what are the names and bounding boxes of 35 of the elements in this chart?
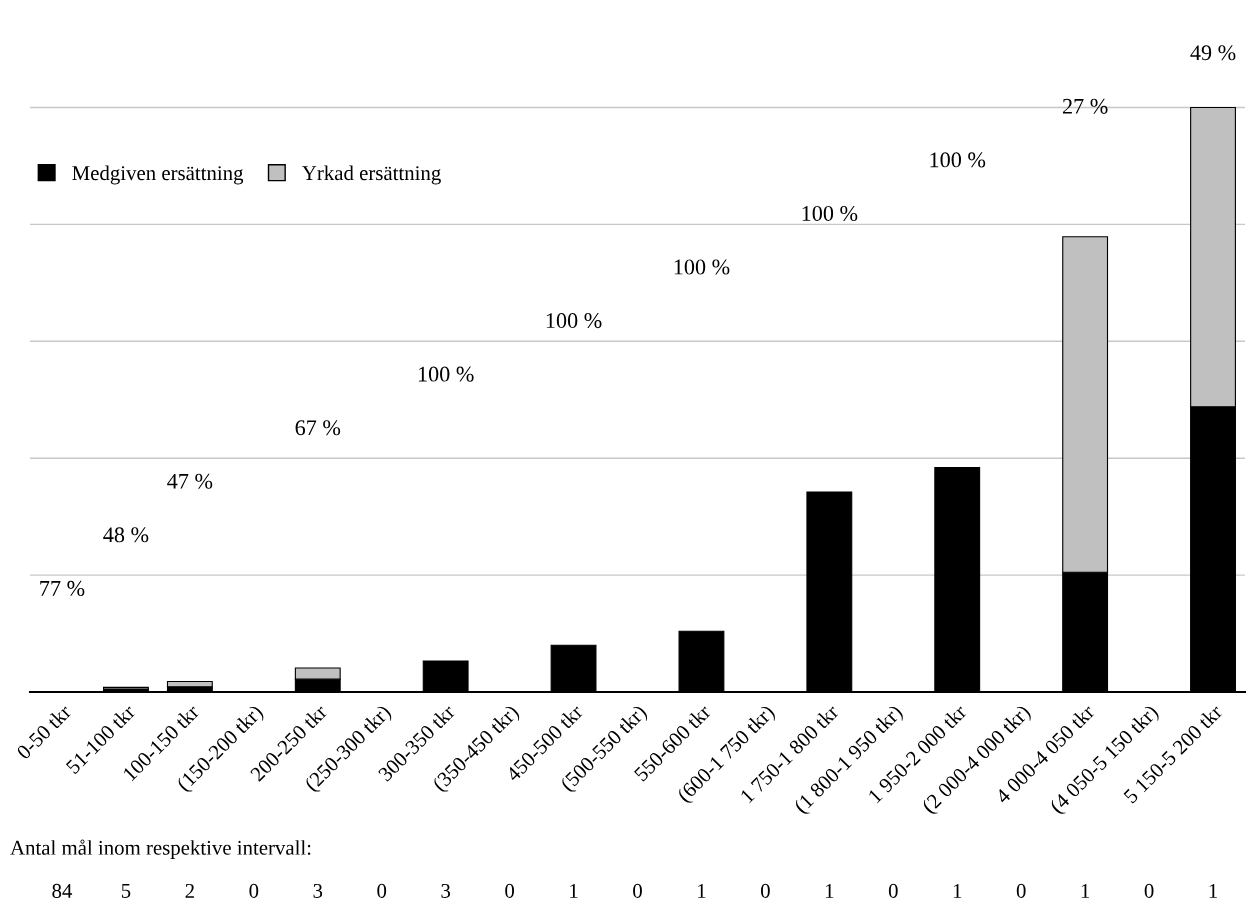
text: 1 (825, 883, 834, 898)
text: 2 (185, 883, 194, 898)
text: 3 (313, 883, 323, 898)
text: Antal mål inom respektive intervall: (10, 839, 311, 860)
text: 0 (633, 883, 642, 898)
text: 49 % (1190, 45, 1236, 61)
text: 0 (1016, 883, 1026, 898)
text: 1 (570, 883, 578, 898)
text: 1 (1081, 883, 1090, 898)
x-tick-label: 0-50 tkr (15, 703, 73, 760)
text: 0 (377, 883, 387, 898)
annotation: 27 % (1062, 98, 1108, 114)
legend-label: Yrkad ersättning (302, 165, 441, 185)
text: 84 (52, 883, 73, 898)
text: 3 (441, 883, 451, 898)
annotation: 47 % (167, 473, 213, 489)
annotation: 100 % (418, 366, 474, 382)
annotation: 100 % (802, 205, 858, 221)
text: 0 (888, 883, 898, 898)
text: 0 (1144, 883, 1154, 898)
annotation: 77 % (40, 580, 85, 596)
bar (166, 680, 213, 688)
annotation: 100 % (930, 152, 986, 168)
annotation: 100 % (546, 313, 602, 329)
text: 0 (505, 883, 515, 898)
text: 1 (698, 883, 706, 898)
text: 1 (953, 883, 962, 898)
text: 1 (1209, 883, 1217, 898)
annotation: 48 % (103, 527, 149, 543)
legend-label: Medgiven ersättning (72, 165, 244, 185)
text: 0 (249, 883, 259, 898)
annotation: 100 % (674, 259, 730, 275)
annotation: 67 % (295, 420, 341, 436)
text: 0 (760, 883, 770, 898)
text: 5 (121, 884, 131, 898)
